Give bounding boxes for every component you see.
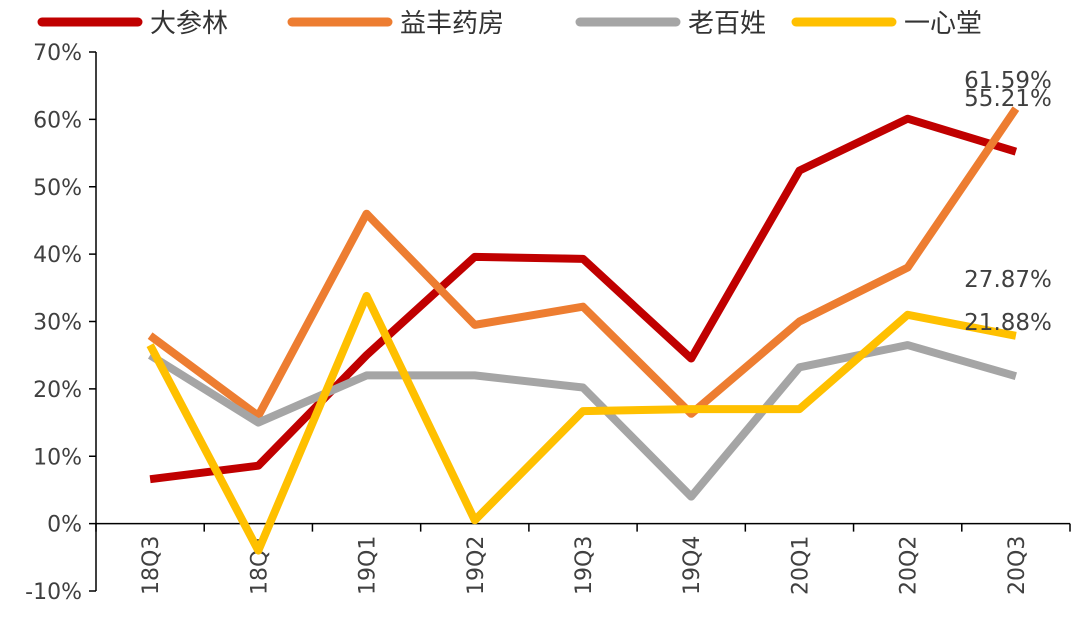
series-line (146, 291, 1017, 555)
y-tick-label: 50% (33, 176, 82, 201)
x-tick-label: 19Q2 (464, 536, 489, 595)
x-tick-label: 20Q2 (897, 536, 922, 595)
x-tick-label: 19Q4 (680, 536, 705, 595)
y-tick-label: 60% (33, 108, 82, 133)
data-label: 55.21% (964, 86, 1052, 112)
data-labels: 61.59%55.21% 27.87% 21.88% (964, 68, 1052, 336)
legend-label: 一心堂 (904, 9, 982, 39)
y-tick-label: 0% (47, 513, 82, 538)
y-tick-label: 70% (33, 41, 82, 66)
x-tick-label: 20Q1 (788, 536, 813, 595)
series-line (147, 341, 1017, 501)
series-lines (146, 106, 1020, 555)
legend-label: 大参林 (150, 9, 228, 39)
chart-legend: 大参林 益丰药房 老百姓 一心堂 (37, 9, 982, 39)
chart-axes: -10%0%10%20%30%40%50%60%70%18Q3 18Q4 19Q1 1… (25, 41, 1071, 605)
series-line (149, 114, 1018, 484)
y-tick-label: 40% (33, 243, 82, 268)
legend-label: 老百姓 (688, 9, 766, 39)
legend-label: 益丰药房 (400, 9, 504, 39)
y-tick-label: -10% (25, 580, 82, 605)
data-label: 21.88% (964, 310, 1052, 336)
x-tick-label: 19Q3 (572, 536, 597, 595)
x-tick-label: 18Q3 (139, 536, 164, 595)
y-tick-label: 20% (33, 378, 82, 403)
data-label: 61.59% (964, 68, 1052, 94)
series-line (147, 106, 1020, 420)
y-tick-label: 30% (33, 311, 82, 336)
x-tick-label: 19Q1 (356, 536, 381, 595)
data-label: 27.87% (964, 267, 1052, 293)
x-tick-label: 20Q3 (1005, 536, 1030, 595)
y-tick-label: 10% (33, 445, 82, 470)
